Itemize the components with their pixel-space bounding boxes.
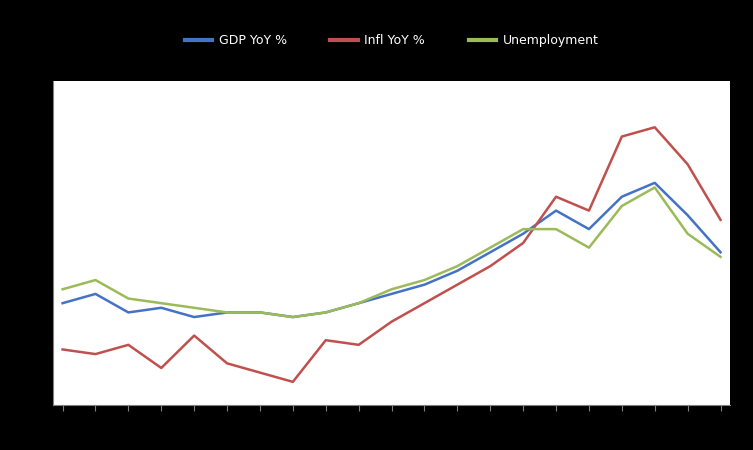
Legend: GDP YoY %, Infl YoY %, Unemployment: GDP YoY %, Infl YoY %, Unemployment xyxy=(180,29,603,52)
